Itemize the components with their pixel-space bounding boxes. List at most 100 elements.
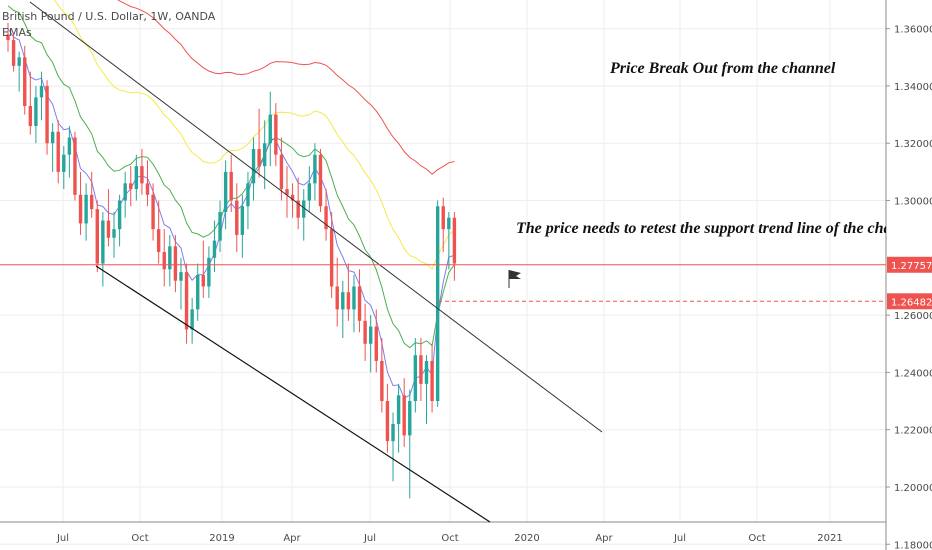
resistance-trendline <box>29 1 603 433</box>
candle-body <box>95 209 99 264</box>
candle-body <box>385 401 390 442</box>
candle-body <box>184 272 189 330</box>
candle-body <box>17 57 21 66</box>
candle-body <box>307 183 312 201</box>
candle-body <box>235 200 239 235</box>
candle-body <box>179 272 183 281</box>
candle-body <box>430 360 434 402</box>
candle-body <box>435 206 440 402</box>
candle-body <box>129 183 133 190</box>
x-tick-label: 2021 <box>817 533 842 544</box>
symbol-title: British Pound / U.S. Dollar, 1W, OANDA <box>2 10 216 23</box>
candle-body <box>352 286 356 310</box>
candle-body <box>246 183 250 207</box>
candle-body <box>39 85 44 98</box>
candle-body <box>447 217 451 230</box>
candle-body <box>190 309 194 330</box>
candle-body <box>396 395 401 424</box>
y-tick-label: 1.22000 <box>894 426 932 437</box>
ema-long-line <box>117 0 455 175</box>
ema-slow-line <box>54 0 455 270</box>
candle-body <box>28 105 33 127</box>
y-tick-label: 1.34000 <box>894 82 932 93</box>
candle-body <box>380 360 384 402</box>
candle-body <box>151 194 155 230</box>
candle-body <box>313 154 317 184</box>
candle-body <box>324 206 328 230</box>
candle-body <box>112 229 116 238</box>
candle-body <box>134 166 139 190</box>
candle-body <box>391 423 395 442</box>
candle-body <box>441 206 445 230</box>
candle-body <box>140 166 144 184</box>
candle-body <box>357 286 362 321</box>
x-tick-label: Oct <box>748 533 765 544</box>
candle-body <box>341 292 345 310</box>
candle-body <box>50 131 55 144</box>
y-tick-label: 1.30000 <box>894 197 932 208</box>
candle-body <box>101 220 105 264</box>
candle-body <box>274 114 278 155</box>
candle-body <box>419 355 423 384</box>
candle-body <box>296 200 300 218</box>
candle-body <box>251 148 256 184</box>
x-tick-label: Oct <box>441 533 458 544</box>
candle-body <box>218 211 222 241</box>
ema-fast-line <box>7 28 455 399</box>
indicator-label: EMAs <box>2 26 32 39</box>
candle-body <box>45 85 49 144</box>
candle-body <box>117 200 122 230</box>
candle-body <box>23 57 27 106</box>
price-tag <box>887 256 932 273</box>
flag-icon <box>509 270 521 279</box>
candle-body <box>279 154 284 190</box>
candle-body <box>268 114 272 144</box>
candle-body <box>363 320 367 344</box>
x-tick-label: Jul <box>363 533 376 544</box>
candle-body <box>369 326 373 344</box>
price-tag-label: 1.27757 <box>891 261 932 272</box>
candle-body <box>168 246 172 270</box>
candle-body <box>290 194 295 201</box>
y-tick-label: 1.20000 <box>894 483 932 494</box>
candle-body <box>84 194 88 224</box>
candle-body <box>240 206 245 235</box>
y-tick-label: 1.36000 <box>894 25 932 36</box>
candle-body <box>207 257 211 287</box>
candle-body <box>402 395 406 436</box>
candle-body <box>34 97 38 127</box>
x-tick-label: Oct <box>131 533 148 544</box>
candle-body <box>223 171 228 212</box>
candle-body <box>145 183 150 195</box>
candle-body <box>73 137 77 195</box>
candle-body <box>262 143 267 167</box>
x-tick-label: Apr <box>595 533 613 544</box>
y-tick-label: 1.24000 <box>894 368 932 379</box>
price-tag <box>887 293 932 310</box>
candle-body <box>173 246 178 281</box>
candle-body <box>257 148 261 167</box>
y-tick-label: 1.18000 <box>894 540 932 550</box>
x-tick-label: Apr <box>283 533 301 544</box>
breakout-annotation: Price Break Out from the channel <box>610 60 836 77</box>
x-tick-label: 2020 <box>514 533 539 544</box>
candle-body <box>408 401 412 436</box>
candle-body <box>346 292 351 310</box>
candle-body <box>196 275 200 310</box>
x-tick-label: Jul <box>673 533 686 544</box>
x-tick-label: Jul <box>56 533 69 544</box>
candle-body <box>6 34 10 41</box>
candle-body <box>11 40 16 66</box>
candle-body <box>123 183 127 201</box>
candle-body <box>335 286 339 310</box>
y-tick-label: 1.32000 <box>894 139 932 150</box>
candle-body <box>374 326 378 361</box>
candle-body <box>106 220 111 238</box>
support-trendline <box>95 265 491 523</box>
candle-body <box>229 171 233 201</box>
candle-body <box>201 275 205 287</box>
candle-body <box>78 194 83 224</box>
candle-body <box>329 229 334 287</box>
